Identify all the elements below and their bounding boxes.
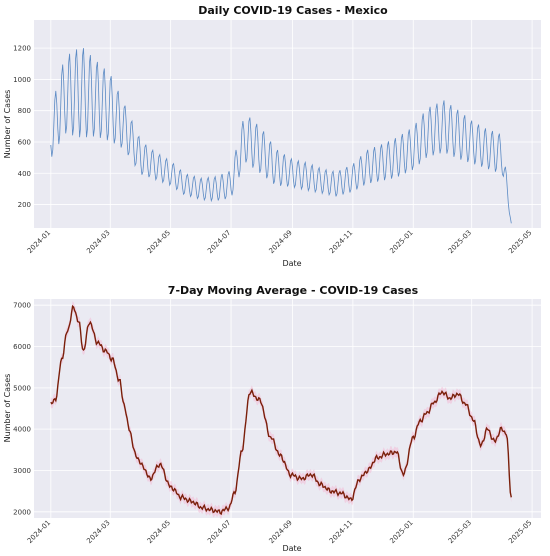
x-tick-label: 2024-03: [85, 229, 111, 255]
x-tick-labels: 2024-01 2024-03 2024-05 2024-07 2024-09 2024-…: [26, 229, 534, 255]
x-tick-label: 2024-05: [146, 519, 172, 545]
x-tick-label: 2024-05: [146, 229, 172, 255]
x-tick-label: 2024-07: [206, 519, 232, 545]
y-tick-label: 6000: [13, 343, 31, 351]
y-tick-label: 600: [18, 138, 31, 146]
x-tick-label: 2025-05: [507, 229, 533, 255]
x-tick-label: 2024-09: [268, 519, 294, 545]
y-tick-label: 5000: [13, 384, 31, 392]
y-tick-label: 7000: [13, 302, 31, 310]
y-axis-label: Number of Cases: [3, 90, 12, 159]
x-tick-label: 2025-03: [447, 519, 473, 545]
y-tick-label: 200: [18, 201, 31, 209]
y-tick-labels: 200 400 600 800 1000 1200: [13, 45, 31, 209]
x-tick-label: 2024-03: [85, 519, 111, 545]
x-tick-label: 2025-05: [507, 519, 533, 545]
x-tick-labels: 2024-01 2024-03 2024-05 2024-07 2024-09 2024-…: [26, 519, 534, 545]
y-axis-label: Number of Cases: [3, 374, 12, 443]
y-tick-label: 2000: [13, 508, 31, 516]
series-line: [50, 304, 512, 516]
x-tick-label: 2024-07: [206, 229, 232, 255]
x-tick-label: 2025-01: [388, 229, 414, 255]
x-tick-label: 2024-11: [328, 519, 354, 545]
series-line: [50, 48, 512, 224]
y-tick-labels: 2000 3000 4000 5000 6000 7000: [13, 302, 31, 517]
x-tick-label: 2024-09: [268, 229, 294, 255]
x-tick-label: 2024-01: [26, 519, 52, 545]
y-tick-label: 4000: [13, 426, 31, 434]
gridlines: [34, 299, 541, 518]
y-tick-label: 400: [18, 170, 31, 178]
x-tick-label: 2025-03: [447, 229, 473, 255]
gridlines: [34, 20, 541, 228]
x-axis-label: Date: [282, 259, 301, 268]
series-lines: [50, 301, 512, 519]
y-tick-label: 3000: [13, 467, 31, 475]
chart-title: 7-Day Moving Average - COVID-19 Cases: [168, 284, 419, 297]
x-tick-label: 2025-01: [388, 519, 414, 545]
plot-background: [34, 299, 541, 518]
y-tick-label: 800: [18, 107, 31, 115]
x-axis-label: Date: [282, 544, 301, 553]
moving-average-chart: 7-Day Moving Average - COVID-19 Cases 20…: [3, 284, 541, 553]
x-tick-label: 2024-01: [26, 229, 52, 255]
chart-title: Daily COVID-19 Cases - Mexico: [198, 4, 388, 17]
daily-cases-chart: Daily COVID-19 Cases - Mexico 200 400 600 8…: [3, 4, 541, 268]
y-tick-label: 1000: [13, 76, 31, 84]
x-tick-label: 2024-11: [328, 229, 354, 255]
series-lines: [50, 48, 512, 224]
y-tick-label: 1200: [13, 45, 31, 53]
